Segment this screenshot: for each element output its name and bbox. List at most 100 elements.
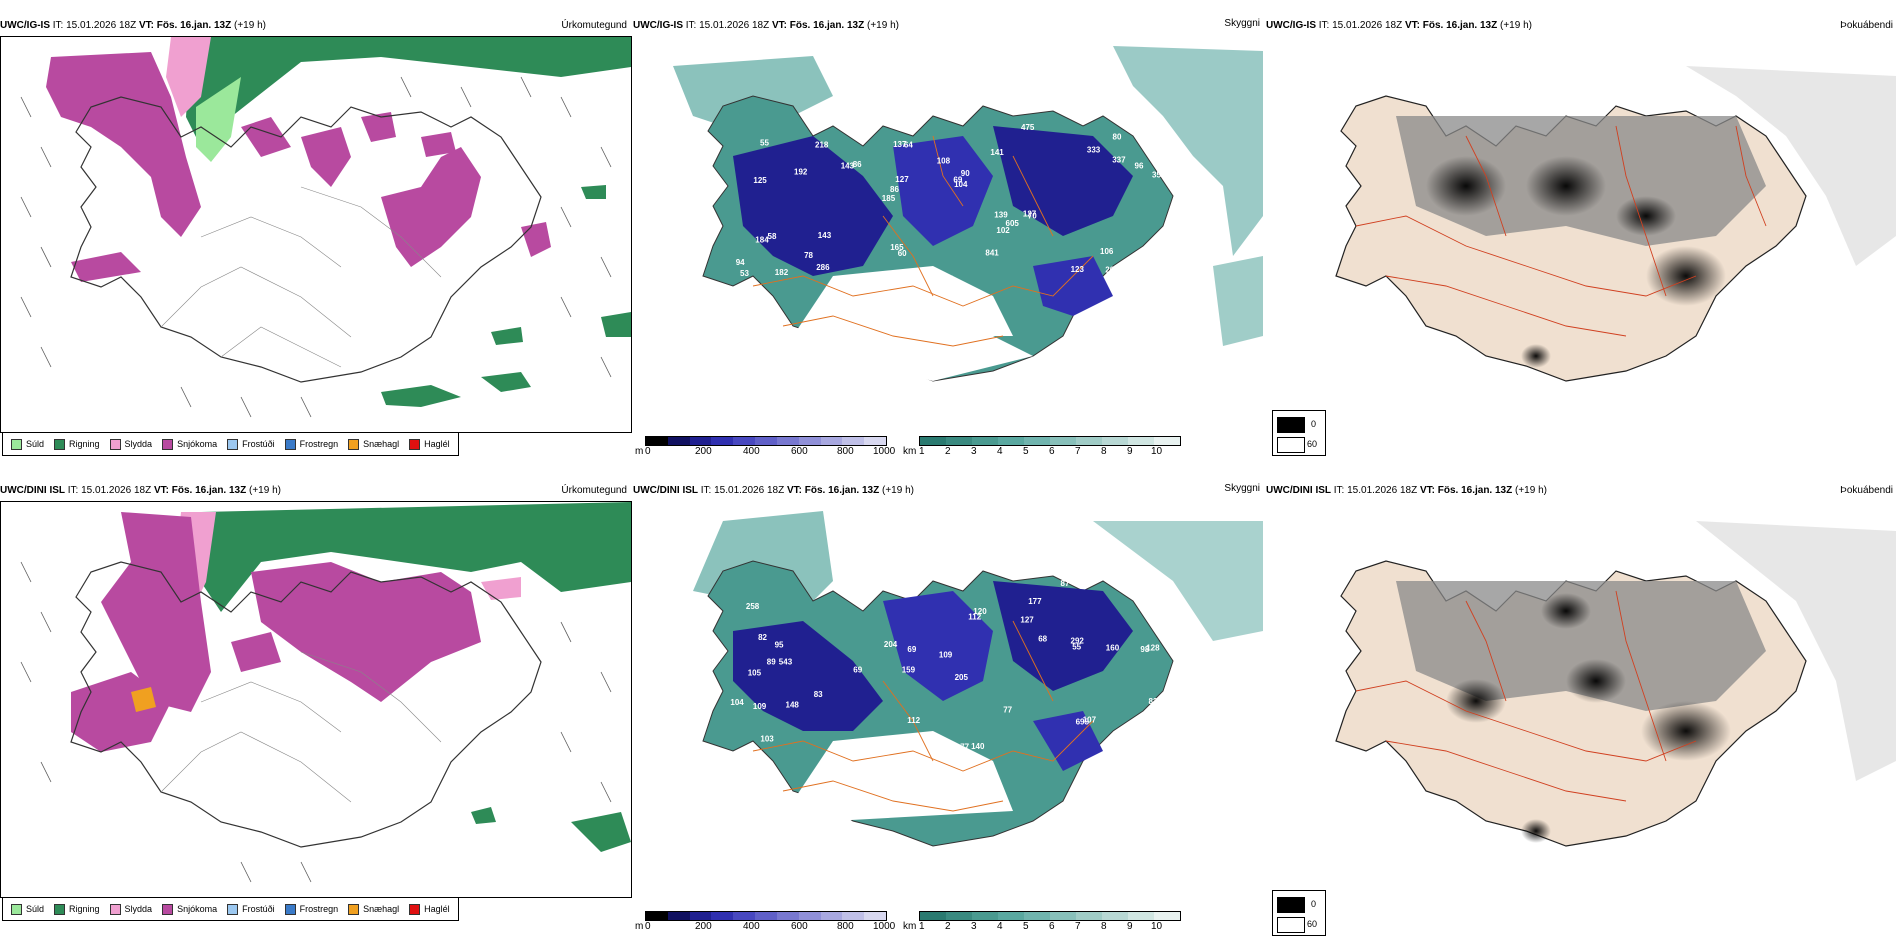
panel-title: UWC/DINI ISL IT: 15.01.2026 18Z VT: Fös.… — [0, 485, 281, 496]
cloud-base-label: 69 — [853, 665, 862, 674]
cloud-base-label: 475 — [1021, 123, 1035, 132]
visibility-colorbar: km 1 2 3 4 5 6 7 8 9 10 — [903, 436, 1183, 458]
precip-legend: Súld Rigning Slydda Snjókoma Frostúði Fr… — [2, 897, 459, 921]
panel-visibility-top: UWC/IG-IS IT: 15.01.2026 18Z VT: Fös. 16… — [633, 0, 1266, 475]
cloud-base-label: 94 — [736, 258, 745, 267]
legend-item-graupel: Snæhagl — [348, 903, 399, 915]
legend-item-freezing-rain: Frostregn — [284, 438, 338, 450]
legend-item-sleet: Slydda — [109, 903, 152, 915]
cloud-base-label: 106 — [1100, 247, 1114, 256]
cloud-base-label: 80 — [1113, 133, 1122, 142]
cloud-base-label: 127 — [1020, 615, 1034, 624]
legend-item-drizzle: Súld — [11, 438, 44, 450]
cloud-base-label: 60 — [898, 249, 907, 258]
legend-item-drizzle: Súld — [11, 903, 44, 915]
cloud-base-label: 127 — [895, 175, 909, 184]
panel-title: UWC/IG-IS IT: 15.01.2026 18Z VT: Fös. 16… — [0, 20, 266, 31]
cloud-base-label: 69 — [953, 176, 962, 185]
legend-item-rain: Rigning — [54, 903, 100, 915]
cloud-base-label: 58 — [768, 232, 777, 241]
panel-precip-type-bottom: UWC/DINI ISL IT: 15.01.2026 18Z VT: Fös.… — [0, 475, 633, 950]
visibility-map: 400 177 98 159 205 543 258 127 105 112 109 103 83 69 7… — [633, 501, 1263, 896]
cloud-base-label: 205 — [955, 673, 969, 682]
cloud-base-label: 89 — [767, 658, 776, 667]
panel-precip-type-top: UWC/IG-IS IT: 15.01.2026 18Z VT: Fös. 16… — [0, 0, 633, 475]
cloud-base-label: 109 — [939, 651, 953, 660]
fog-legend: 0 60 — [1272, 410, 1326, 456]
legend-item-snow: Snjókoma — [162, 438, 217, 450]
cloudbase-colorbar: m 0 200 400 600 800 1000 — [635, 436, 895, 458]
legend-item-snow: Snjókoma — [162, 903, 217, 915]
fog-legend: 0 60 — [1272, 890, 1326, 936]
cloud-base-label: 286 — [816, 263, 830, 272]
panel-type-label: Skyggni — [1224, 18, 1260, 29]
panel-title: UWC/DINI ISL IT: 15.01.2026 18Z VT: Fös.… — [633, 485, 914, 496]
cloud-base-label: 96 — [1135, 162, 1144, 171]
panel-type-label: Úrkomutegund — [561, 485, 627, 496]
cloud-base-label: 83 — [814, 690, 823, 699]
cloud-base-label: 134 — [940, 275, 954, 284]
cloud-base-label: 841 — [985, 248, 999, 257]
cloud-base-label: 140 — [971, 742, 985, 751]
cloud-base-label: 112 — [968, 612, 981, 621]
cloud-base-label: 204 — [884, 640, 898, 649]
cloud-base-label: 87 — [1061, 579, 1070, 588]
cloud-base-label: 86 — [890, 185, 899, 194]
cloud-base-label: 192 — [794, 167, 808, 176]
cloud-base-label: 98 — [1140, 645, 1149, 654]
cloud-base-label: 139 — [994, 211, 1008, 220]
cloud-base-label: 125 — [753, 176, 767, 185]
cloud-base-label: 333 — [1087, 146, 1101, 155]
cloud-base-label: 123 — [1071, 265, 1085, 274]
cloud-base-label: 160 — [1106, 644, 1120, 653]
cloud-base-label: 354 — [1152, 171, 1166, 180]
fog-map — [1266, 36, 1896, 431]
cloud-base-label: 184 — [755, 235, 769, 244]
panel-type-label: Þokuábendi — [1840, 20, 1893, 31]
panel-title: UWC/IG-IS IT: 15.01.2026 18Z VT: Fös. 16… — [633, 20, 899, 31]
cloud-base-label: 103 — [760, 735, 774, 744]
cloud-base-label: 141 — [990, 148, 1004, 157]
cloud-base-label: 64 — [904, 141, 913, 150]
cloud-base-label: 95 — [775, 640, 784, 649]
legend-item-freezing-drizzle: Frostúði — [227, 438, 275, 450]
cloud-base-label: 107 — [1083, 715, 1097, 724]
cloud-base-label: 543 — [779, 658, 793, 667]
panel-visibility-bottom: UWC/DINI ISL IT: 15.01.2026 18Z VT: Fös.… — [633, 475, 1266, 950]
visibility-map: 269 125 80 185 141 182 137 108 58 86 94 78 64 90 70 55 1… — [633, 36, 1263, 431]
cloud-base-label: 104 — [730, 698, 744, 707]
cloud-base-label: 258 — [746, 602, 760, 611]
cloud-base-label: 112 — [907, 716, 920, 725]
cloud-base-label: 148 — [786, 700, 800, 709]
cloud-base-label: 137 — [893, 140, 907, 149]
legend-item-freezing-rain: Frostregn — [284, 903, 338, 915]
cloud-base-label: 105 — [748, 669, 762, 678]
cloud-base-label: 53 — [740, 269, 749, 278]
cloud-base-label: 55 — [1072, 643, 1081, 652]
cloud-base-label: 90 — [961, 169, 970, 178]
cloud-base-label: 337 — [1112, 156, 1126, 165]
cloud-base-label: 83 — [852, 584, 861, 593]
cloud-base-label: 185 — [882, 194, 896, 203]
legend-item-graupel: Snæhagl — [348, 438, 399, 450]
cloud-base-label: 182 — [775, 268, 789, 277]
cloud-base-label: 605 — [1006, 219, 1020, 228]
cloud-base-label: 165 — [890, 243, 904, 252]
cloudbase-colorbar: m 0 200 400 600 800 1000 — [635, 911, 895, 933]
panel-fog-bottom: UWC/DINI ISL IT: 15.01.2026 18Z VT: Fös.… — [1266, 475, 1899, 950]
precip-map — [0, 36, 632, 433]
legend-item-freezing-drizzle: Frostúði — [227, 903, 275, 915]
cloud-base-label: 82 — [1149, 697, 1158, 706]
cloud-base-label: 70 — [1028, 212, 1037, 221]
cloud-base-label: 128 — [1146, 643, 1160, 652]
cloud-base-label: 86 — [853, 160, 862, 169]
cloud-base-label: 102 — [996, 226, 1010, 235]
cloud-base-label: 143 — [818, 231, 832, 240]
cloud-base-label: 138 — [895, 116, 909, 125]
cloud-base-label: 78 — [804, 251, 813, 260]
cloud-base-label: 177 — [1028, 597, 1042, 606]
legend-item-hail: Haglél — [409, 903, 450, 915]
cloud-base-label: 55 — [760, 139, 769, 148]
precip-map — [0, 501, 632, 898]
cloud-base-label: 695 — [1076, 718, 1090, 727]
